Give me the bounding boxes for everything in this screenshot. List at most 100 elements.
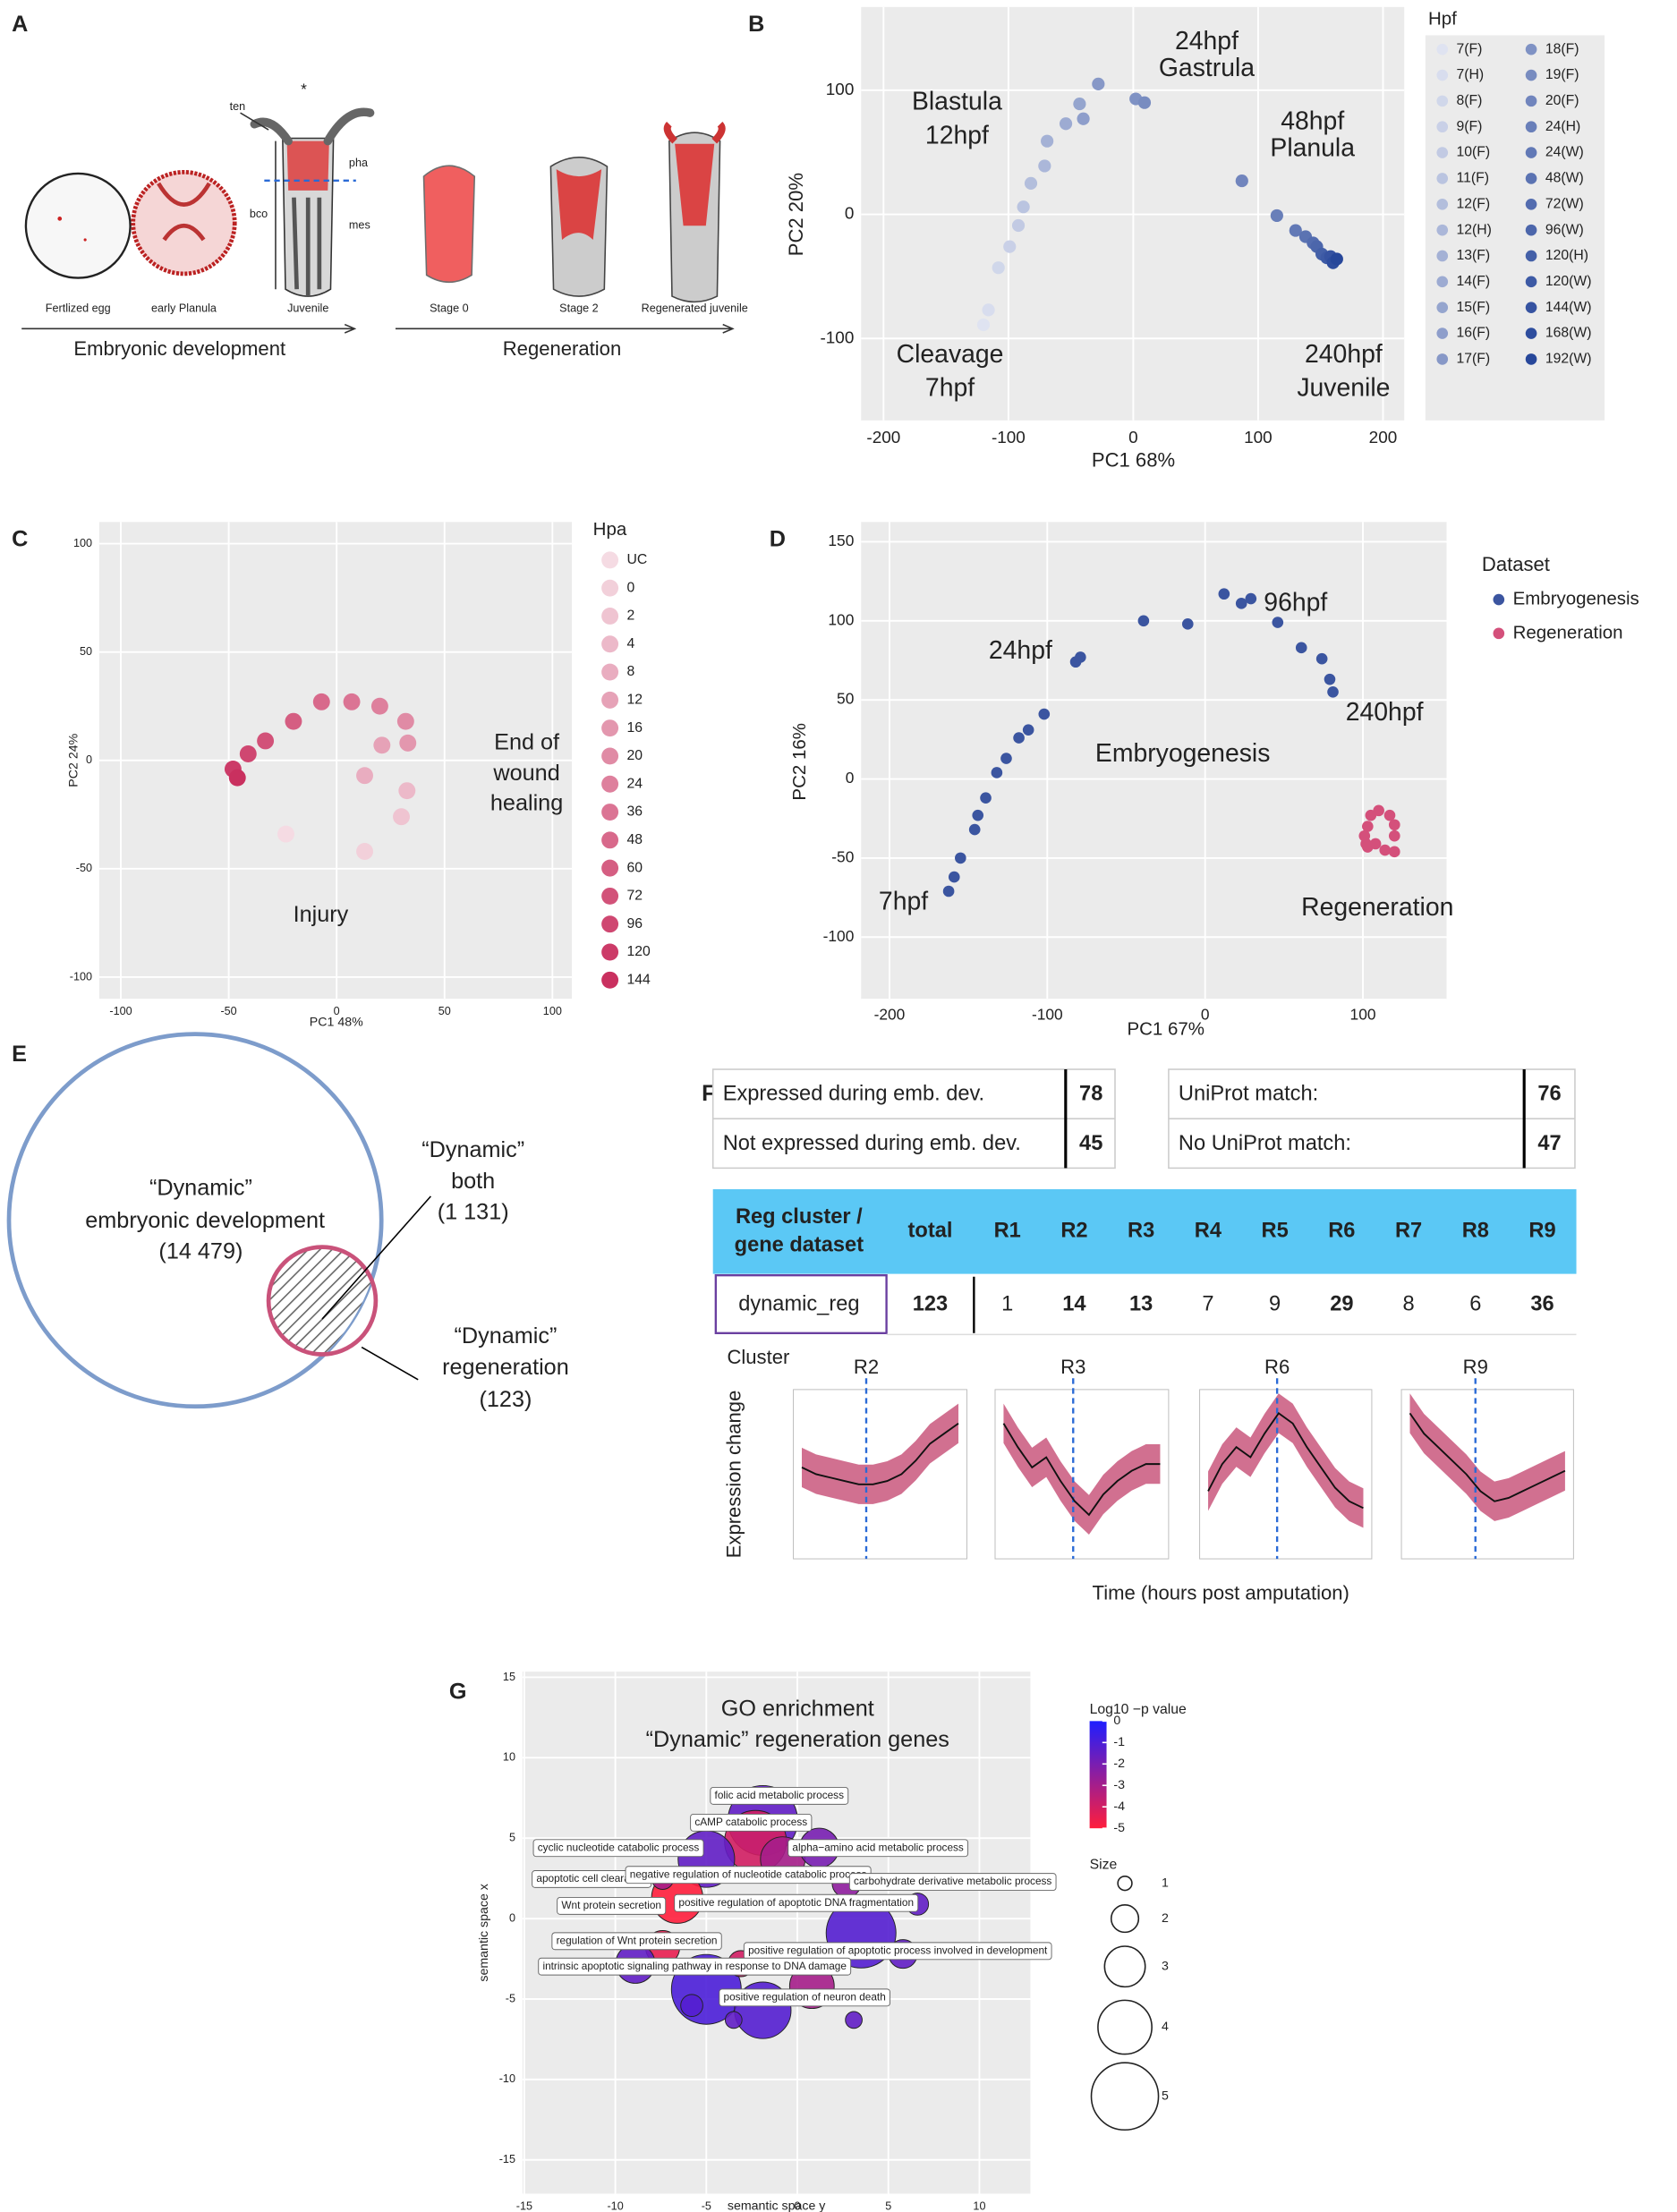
y-tick-label: 50 xyxy=(837,690,854,708)
size-legend-label: 1 xyxy=(1162,1876,1169,1890)
bubble xyxy=(724,2011,743,2029)
y-tick-label: 5 xyxy=(509,1832,515,1844)
point xyxy=(277,825,294,843)
legend-marker xyxy=(601,608,619,625)
table-header-cell: R1 xyxy=(994,1220,1021,1243)
point xyxy=(1038,708,1051,720)
legend-label: 24(W) xyxy=(1545,145,1584,160)
bubble xyxy=(680,1994,703,2017)
y-tick-label: 100 xyxy=(828,610,854,628)
x-tick-label: 10 xyxy=(973,2199,985,2212)
y-axis-title: PC2 20% xyxy=(785,173,807,256)
venn-label: embryonic development xyxy=(85,1208,325,1233)
point xyxy=(1315,652,1328,665)
annotation: 24hpf xyxy=(1175,27,1239,55)
annotation: wound xyxy=(492,761,559,786)
table-cell: UniProt match: xyxy=(1179,1083,1318,1106)
legend-label: 9(F) xyxy=(1457,119,1483,134)
point xyxy=(972,809,984,821)
venn-label: both xyxy=(451,1169,495,1194)
mean-line xyxy=(801,1422,959,1485)
table-header-cell: R7 xyxy=(1395,1220,1422,1243)
legend-marker xyxy=(1436,198,1449,210)
point xyxy=(1362,821,1374,832)
point xyxy=(1181,618,1194,630)
legend-marker xyxy=(1436,328,1449,339)
arrow-label: Embryonic development xyxy=(73,337,285,360)
size-legend-marker xyxy=(1103,1945,1146,1988)
go-label-text: positive regulation of apoptotic process… xyxy=(748,1944,1048,1956)
panel-label: B xyxy=(748,12,764,37)
legend-label: 20 xyxy=(627,748,643,763)
stage-label: early Planula xyxy=(151,302,217,315)
y-tick-label: 100 xyxy=(73,537,92,549)
venn-label: (14 479) xyxy=(158,1239,243,1264)
table-cell: 76 xyxy=(1537,1083,1561,1106)
x-tick-label: 0 xyxy=(1201,1006,1210,1024)
go-label-box xyxy=(787,1839,969,1858)
legend-label: 13(F) xyxy=(1457,248,1491,263)
go-label-text: positive regulation of apoptotic DNA fra… xyxy=(678,1896,914,1909)
y-tick-label: 0 xyxy=(509,1911,515,1924)
legend-label: 0 xyxy=(627,580,635,595)
x-tick-label: 200 xyxy=(1369,429,1398,447)
go-label-text: regulation of Wnt protein secretion xyxy=(557,1934,718,1946)
go-label: folic acid metabolic process xyxy=(710,1786,849,1805)
panel-label: E xyxy=(12,1042,27,1067)
size-legend-label: 3 xyxy=(1162,1959,1169,1973)
point xyxy=(1022,724,1034,736)
size-legend-marker xyxy=(1090,2062,1160,2131)
table-cell: 47 xyxy=(1537,1132,1561,1155)
table-header-cell: R8 xyxy=(1462,1220,1489,1243)
point xyxy=(356,767,373,785)
table-header xyxy=(712,1189,1577,1274)
legend-label: 144 xyxy=(627,972,651,987)
go-label-text: intrinsic apoptotic signaling pathway in… xyxy=(542,1960,847,1972)
point xyxy=(1235,598,1247,609)
legend-label: 48(W) xyxy=(1545,171,1584,186)
legend-label: 24 xyxy=(627,776,643,791)
point xyxy=(1379,844,1392,856)
legend-marker xyxy=(1525,69,1537,81)
legend-marker xyxy=(1525,353,1537,365)
point xyxy=(1383,809,1396,821)
go-label-box xyxy=(532,1839,704,1858)
legend-label: 36 xyxy=(627,804,643,820)
cluster-title: R3 xyxy=(1060,1356,1085,1378)
legend-label: 60 xyxy=(627,860,643,875)
go-label: alpha−amino acid metabolic process xyxy=(787,1839,969,1858)
table-cell: 29 xyxy=(1330,1293,1353,1316)
panel-label: C xyxy=(12,526,28,551)
x-tick-label: 5 xyxy=(885,2199,891,2212)
venn-label: “Dynamic” xyxy=(149,1176,252,1201)
point xyxy=(991,767,1003,778)
go-label: positive regulation of apoptotic process… xyxy=(743,1942,1052,1961)
y-tick-label: 150 xyxy=(828,532,854,549)
annotation: pha xyxy=(349,157,369,169)
go-label-text: folic acid metabolic process xyxy=(715,1789,845,1801)
point xyxy=(982,303,995,317)
venn xyxy=(6,1032,431,1409)
point xyxy=(980,792,992,804)
legend-marker xyxy=(1525,95,1537,107)
x-tick-label: 0 xyxy=(334,1005,340,1017)
annotation: 7hpf xyxy=(925,374,975,403)
legend-marker xyxy=(1525,43,1537,55)
go-label-text: cAMP catabolic process xyxy=(694,1816,807,1828)
legend-marker xyxy=(601,775,619,793)
go-label-text: apoptotic cell clearance xyxy=(536,1872,647,1884)
bubble xyxy=(845,2011,863,2029)
mean-line xyxy=(1409,1412,1566,1502)
legend-label: 18(F) xyxy=(1545,41,1579,56)
table-row-head xyxy=(714,1274,888,1335)
point xyxy=(1289,224,1302,237)
legend-marker xyxy=(1525,328,1537,339)
go-label-box xyxy=(848,1873,1057,1892)
size-legend-marker xyxy=(1117,1875,1133,1892)
point xyxy=(1013,732,1025,744)
point xyxy=(1360,838,1372,850)
legend-label: 192(W) xyxy=(1545,352,1592,367)
arrow-label: Regeneration xyxy=(503,337,621,360)
